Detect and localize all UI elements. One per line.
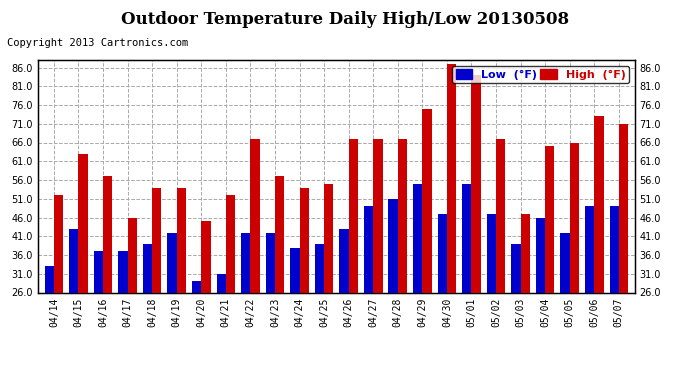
Bar [315, 244, 324, 292]
Bar [486, 214, 496, 292]
Bar [192, 281, 201, 292]
Bar [447, 64, 456, 292]
Bar [152, 188, 161, 292]
Bar [511, 244, 520, 292]
Bar [437, 214, 447, 292]
Bar [536, 217, 545, 292]
Bar [585, 206, 594, 292]
Bar [364, 206, 373, 292]
Bar [462, 184, 471, 292]
Bar [201, 221, 210, 292]
Bar [339, 229, 348, 292]
Bar [413, 184, 422, 292]
Bar [241, 232, 250, 292]
Bar [619, 124, 628, 292]
Bar [290, 248, 299, 292]
Bar [594, 116, 604, 292]
Bar [217, 274, 226, 292]
Legend: Low  (°F), High  (°F): Low (°F), High (°F) [452, 66, 629, 83]
Bar [128, 217, 137, 292]
Bar [250, 139, 259, 292]
Bar [609, 206, 619, 292]
Bar [79, 154, 88, 292]
Bar [275, 176, 284, 292]
Bar [422, 109, 432, 292]
Bar [471, 75, 481, 292]
Text: Outdoor Temperature Daily High/Low 20130508: Outdoor Temperature Daily High/Low 20130… [121, 11, 569, 28]
Bar [324, 184, 333, 292]
Bar [496, 139, 505, 292]
Bar [45, 266, 54, 292]
Bar [54, 195, 63, 292]
Bar [94, 251, 103, 292]
Bar [226, 195, 235, 292]
Bar [570, 142, 579, 292]
Bar [168, 232, 177, 292]
Bar [520, 214, 530, 292]
Bar [348, 139, 358, 292]
Bar [299, 188, 309, 292]
Text: Copyright 2013 Cartronics.com: Copyright 2013 Cartronics.com [7, 38, 188, 48]
Bar [177, 188, 186, 292]
Bar [266, 232, 275, 292]
Bar [397, 139, 407, 292]
Bar [560, 232, 570, 292]
Bar [373, 139, 382, 292]
Bar [545, 146, 555, 292]
Bar [69, 229, 79, 292]
Bar [118, 251, 128, 292]
Bar [388, 199, 397, 292]
Bar [143, 244, 152, 292]
Bar [103, 176, 112, 292]
